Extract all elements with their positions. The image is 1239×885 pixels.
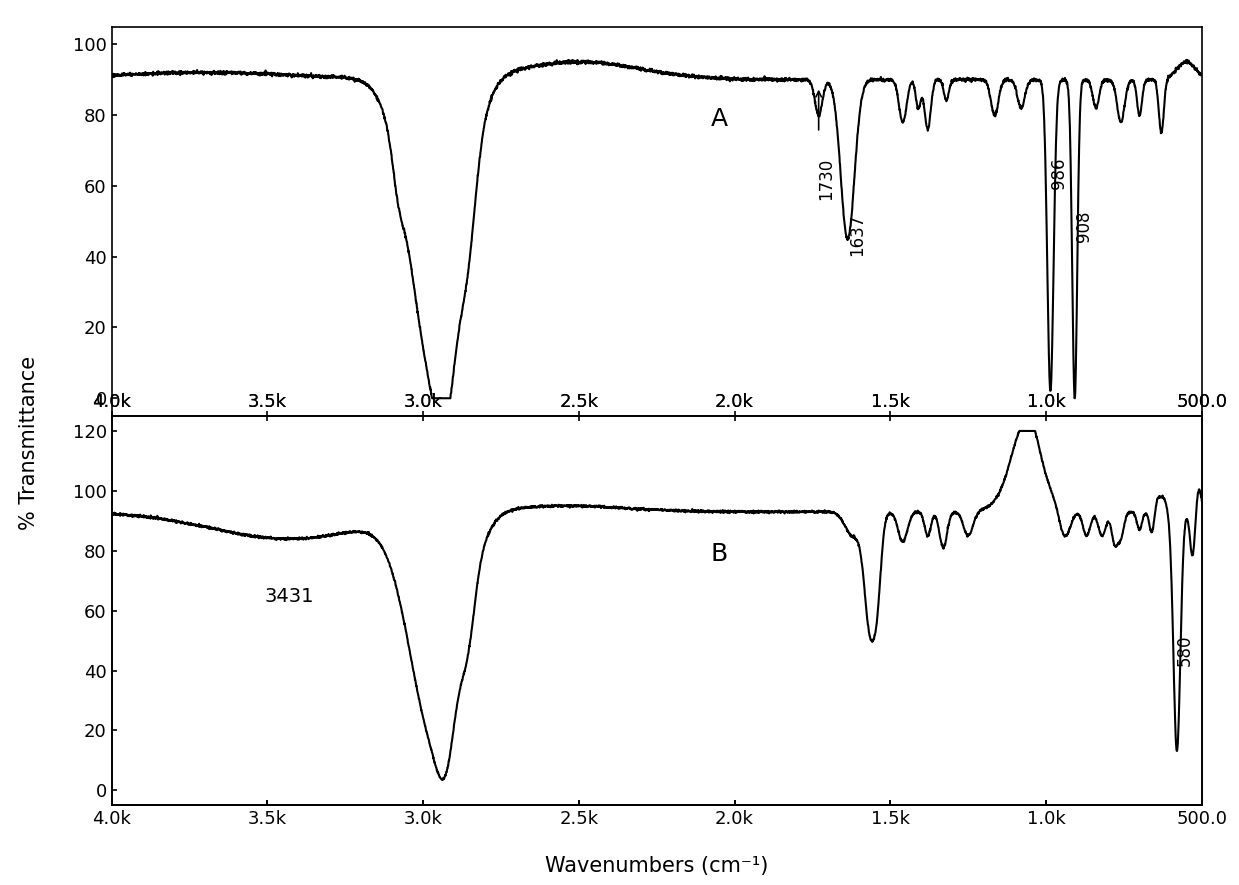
Text: Wavenumbers (cm⁻¹): Wavenumbers (cm⁻¹)	[545, 856, 768, 876]
Text: B: B	[710, 542, 727, 566]
Text: 3431: 3431	[264, 587, 313, 605]
Text: 580: 580	[1176, 635, 1194, 666]
Text: A: A	[710, 106, 727, 131]
Text: % Transmittance: % Transmittance	[19, 356, 38, 529]
Text: 1637: 1637	[847, 214, 866, 257]
Text: 908: 908	[1074, 211, 1093, 242]
Text: 1730: 1730	[817, 158, 835, 200]
Text: 986: 986	[1051, 158, 1068, 189]
